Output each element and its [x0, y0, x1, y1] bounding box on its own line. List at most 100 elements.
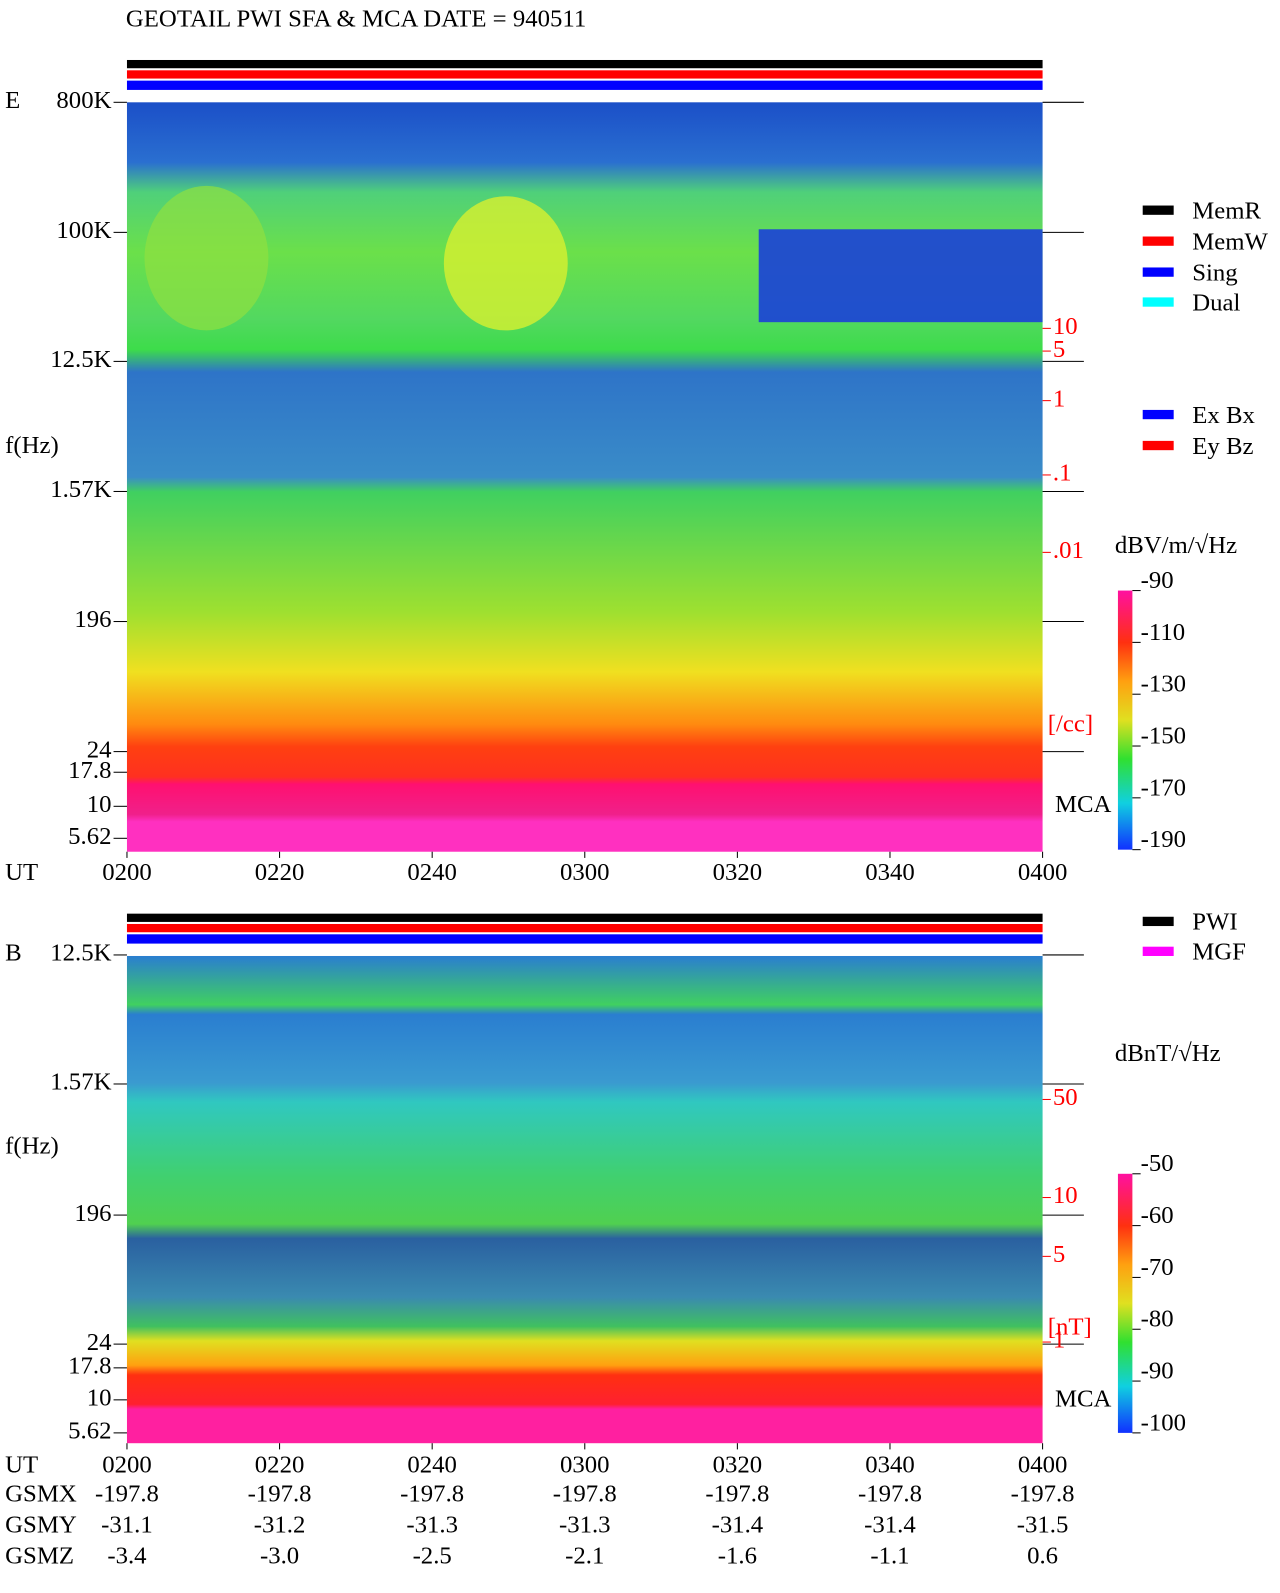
axis-label: f(Hz): [5, 432, 59, 459]
time-tick-label: 0240: [407, 1452, 457, 1479]
freq-tick-label: 24: [87, 736, 112, 763]
density-label: 10: [1053, 1182, 1078, 1209]
legend-label: Dual: [1192, 289, 1240, 316]
status-bar: [126, 80, 1043, 90]
freq-tick-label: 5.62: [68, 1418, 111, 1445]
legend-swatch: [1142, 236, 1174, 246]
mca-label: MCA: [1055, 1386, 1112, 1413]
colorbar-label: -70: [1141, 1254, 1174, 1281]
time-tick-label: 0340: [865, 1452, 915, 1479]
colorbar-label: -130: [1141, 671, 1186, 698]
time-tick-label: 0220: [255, 1452, 305, 1479]
time-label: UT: [5, 1452, 38, 1479]
time-tick-label: 0200: [102, 859, 152, 886]
orbit-value: -31.3: [559, 1512, 611, 1539]
mca-label: MCA: [1055, 791, 1112, 818]
orbit-value: -31.1: [101, 1512, 153, 1539]
density-label: 5: [1053, 336, 1065, 363]
freq-tick-label: 100K: [56, 217, 111, 244]
colorbar-unit: dBnT/√Hz: [1115, 1040, 1221, 1067]
orbit-value: -1.1: [870, 1542, 909, 1569]
freq-tick-label: 17.8: [68, 1353, 111, 1380]
orbit-value: -197.8: [248, 1481, 312, 1508]
legend-swatch: [1142, 205, 1174, 215]
orbit-value: -31.4: [712, 1512, 764, 1539]
colorbar-label: -80: [1141, 1306, 1174, 1333]
density-unit: [nT]: [1048, 1313, 1092, 1340]
orbit-value: -31.2: [254, 1512, 306, 1539]
legend-label: Ey Bz: [1192, 433, 1253, 460]
legend-swatch: [1142, 946, 1174, 956]
density-label: 10: [1053, 313, 1078, 340]
freq-tick-label: 5.62: [68, 823, 111, 850]
freq-tick-label: 800K: [56, 87, 111, 114]
orbit-value: -197.8: [95, 1481, 159, 1508]
spectrogram: [126, 102, 1043, 852]
time-tick-label: 0320: [713, 859, 763, 886]
colorbar-label: -50: [1141, 1150, 1174, 1177]
legend-label: PWI: [1192, 909, 1237, 936]
time-tick-label: 0320: [713, 1452, 763, 1479]
orbit-value: 0.6: [1027, 1542, 1058, 1569]
orbit-label: GSMY: [5, 1512, 77, 1539]
time-tick-label: 0400: [1018, 859, 1068, 886]
time-tick-label: 0220: [255, 859, 305, 886]
orbit-value: -197.8: [705, 1481, 769, 1508]
orbit-value: -197.8: [1011, 1481, 1075, 1508]
emission: [144, 185, 269, 331]
density-label: 50: [1053, 1084, 1078, 1111]
colorbar-label: -100: [1141, 1409, 1186, 1436]
density-unit: [/cc]: [1048, 710, 1093, 737]
density-label: 1: [1053, 385, 1065, 412]
freq-tick-label: 12.5K: [50, 346, 111, 373]
density-label: .01: [1053, 537, 1084, 564]
freq-tick-label: 24: [87, 1329, 112, 1356]
time-tick-label: 0340: [865, 859, 915, 886]
status-bar: [126, 913, 1043, 922]
spectrogram: [126, 955, 1043, 1444]
freq-tick-label: 10: [87, 791, 112, 818]
colorbar-unit: dBV/m/√Hz: [1115, 532, 1237, 559]
density-label: .1: [1053, 460, 1072, 487]
colorbar-label: -90: [1141, 567, 1174, 594]
title: GEOTAIL PWI SFA & MCA DATE = 940511: [126, 5, 586, 32]
status-bar: [126, 70, 1043, 79]
freq-tick-label: 196: [74, 1200, 111, 1227]
density-label: 1: [1053, 1327, 1065, 1354]
colorbar-label: -170: [1141, 774, 1186, 801]
colorbar-label: -60: [1141, 1202, 1174, 1229]
time-tick-label: 0400: [1018, 1452, 1068, 1479]
colorbar: [1117, 1173, 1133, 1433]
legend-label: Sing: [1192, 259, 1237, 286]
emission: [443, 196, 568, 331]
legend-label: Ex Bx: [1192, 402, 1255, 429]
freq-tick-label: 1.57K: [50, 476, 111, 503]
legend-swatch: [1142, 267, 1174, 277]
colorbar-label: -110: [1141, 619, 1185, 646]
orbit-value: -3.4: [107, 1542, 146, 1569]
status-bar: [126, 934, 1043, 944]
orbit-value: -197.8: [553, 1481, 617, 1508]
panel-label: B: [5, 940, 22, 967]
orbit-value: -197.8: [858, 1481, 922, 1508]
colorbar-label: -190: [1141, 826, 1186, 853]
freq-tick-label: 196: [74, 606, 111, 633]
colorbar-label: -150: [1141, 722, 1186, 749]
status-bar: [126, 59, 1043, 69]
orbit-value: -1.6: [718, 1542, 757, 1569]
orbit-value: -31.4: [864, 1512, 916, 1539]
legend-label: MemR: [1192, 197, 1261, 224]
panel-label: E: [5, 87, 20, 114]
orbit-label: GSMX: [5, 1481, 77, 1508]
colorbar: [1117, 590, 1133, 850]
legend-label: MemW: [1192, 228, 1268, 255]
emission: [758, 229, 1043, 323]
legend-label: MGF: [1192, 939, 1246, 966]
orbit-value: -31.3: [406, 1512, 458, 1539]
freq-tick-label: 12.5K: [50, 940, 111, 967]
orbit-value: -31.5: [1017, 1512, 1069, 1539]
status-bar: [126, 923, 1043, 933]
time-tick-label: 0300: [560, 859, 610, 886]
time-tick-label: 0300: [560, 1452, 610, 1479]
